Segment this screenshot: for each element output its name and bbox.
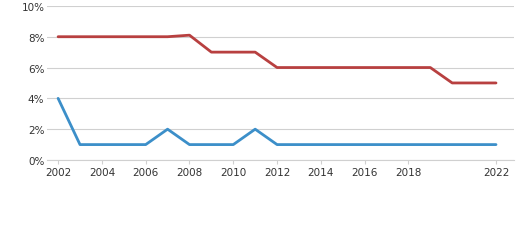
Burton Elementary School: [121, 144, 127, 146]
(CA) State Average: [405, 67, 411, 70]
(CA) State Average: [427, 67, 433, 70]
Burton Elementary School: [296, 144, 302, 146]
(CA) State Average: [230, 52, 236, 54]
(CA) State Average: [187, 35, 193, 37]
(CA) State Average: [99, 36, 105, 39]
(CA) State Average: [252, 52, 258, 54]
Burton Elementary School: [230, 144, 236, 146]
Burton Elementary School: [318, 144, 324, 146]
Burton Elementary School: [208, 144, 214, 146]
(CA) State Average: [493, 82, 499, 85]
Burton Elementary School: [362, 144, 368, 146]
(CA) State Average: [165, 36, 171, 39]
Burton Elementary School: [252, 128, 258, 131]
(CA) State Average: [274, 67, 280, 70]
(CA) State Average: [296, 67, 302, 70]
Burton Elementary School: [384, 144, 390, 146]
(CA) State Average: [208, 52, 214, 54]
Burton Elementary School: [493, 144, 499, 146]
(CA) State Average: [384, 67, 390, 70]
Burton Elementary School: [55, 98, 61, 100]
(CA) State Average: [340, 67, 346, 70]
(CA) State Average: [362, 67, 368, 70]
(CA) State Average: [121, 36, 127, 39]
Line: (CA) State Average: (CA) State Average: [58, 36, 496, 84]
Burton Elementary School: [165, 128, 171, 131]
(CA) State Average: [449, 82, 455, 85]
Burton Elementary School: [187, 144, 193, 146]
Burton Elementary School: [405, 144, 411, 146]
(CA) State Average: [77, 36, 83, 39]
Burton Elementary School: [340, 144, 346, 146]
Burton Elementary School: [449, 144, 455, 146]
Burton Elementary School: [143, 144, 149, 146]
Line: Burton Elementary School: Burton Elementary School: [58, 99, 496, 145]
Burton Elementary School: [274, 144, 280, 146]
(CA) State Average: [55, 36, 61, 39]
Burton Elementary School: [427, 144, 433, 146]
(CA) State Average: [143, 36, 149, 39]
(CA) State Average: [318, 67, 324, 70]
(CA) State Average: [471, 82, 477, 85]
Burton Elementary School: [77, 144, 83, 146]
Burton Elementary School: [471, 144, 477, 146]
Burton Elementary School: [99, 144, 105, 146]
